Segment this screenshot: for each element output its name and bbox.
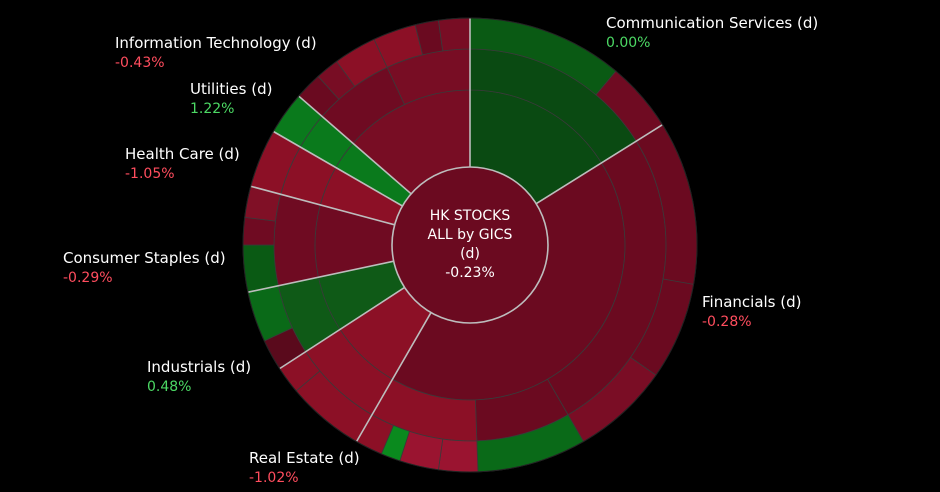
sunburst-rings [242,17,698,473]
sector-name: Communication Services (d) [606,14,818,32]
sector-outer-arc [242,244,279,293]
center-line-2: ALL by GICS [428,227,513,243]
sector-separator [247,260,394,293]
center-line-1: HK STOCKS [430,208,511,224]
sector-label: Real Estate (d) -1.02% [249,449,360,486]
sector-label: Health Care (d) -1.05% [125,145,240,182]
sector-value: -0.43% [115,55,165,71]
sector-separator [279,286,406,370]
sector-name: Industrials (d) [147,358,251,376]
sector-value: -0.28% [702,314,752,330]
center-line-4: -0.23% [445,265,495,281]
sector-name: Information Technology (d) [115,34,317,52]
sector-name: Utilities (d) [190,80,272,98]
sector-name: Real Estate (d) [249,449,360,467]
sector-value: 1.22% [190,101,234,117]
sector-name: Health Care (d) [125,145,240,163]
sector-separator [273,130,403,207]
sector-value: -1.05% [125,166,175,182]
sector-separator [355,312,432,442]
sector-value: 0.48% [147,379,191,395]
center-label: HK STOCKS ALL by GICS (d) -0.23% [428,208,513,281]
sector-outer-arc [437,17,471,52]
sector-labels: Communication Services (d) 0.00% Financial… [63,14,818,486]
sector-outer-arc [437,438,479,473]
sector-label: Communication Services (d) 0.00% [606,14,818,51]
sector-label: Information Technology (d) -0.43% [115,34,317,71]
sector-value: -0.29% [63,270,113,286]
sector-label: Utilities (d) 1.22% [190,80,272,117]
center-disc [391,166,549,324]
sector-separator [535,124,663,205]
outer-border [242,17,698,473]
sector-mid-arc [273,193,321,287]
sector-name: Consumer Staples (d) [63,249,226,267]
sector-label: Financials (d) -0.28% [702,293,802,330]
sector-value: 0.00% [606,35,650,51]
sector-outer-arc [242,216,276,246]
sector-label: Consumer Staples (d) -0.29% [63,249,226,286]
sector-label: Industrials (d) 0.48% [147,358,251,395]
sector-name: Financials (d) [702,293,802,311]
sector-value: -1.02% [249,470,299,486]
sector-separator [298,95,412,195]
sector-separator [250,185,395,226]
center-line-3: (d) [460,246,480,262]
